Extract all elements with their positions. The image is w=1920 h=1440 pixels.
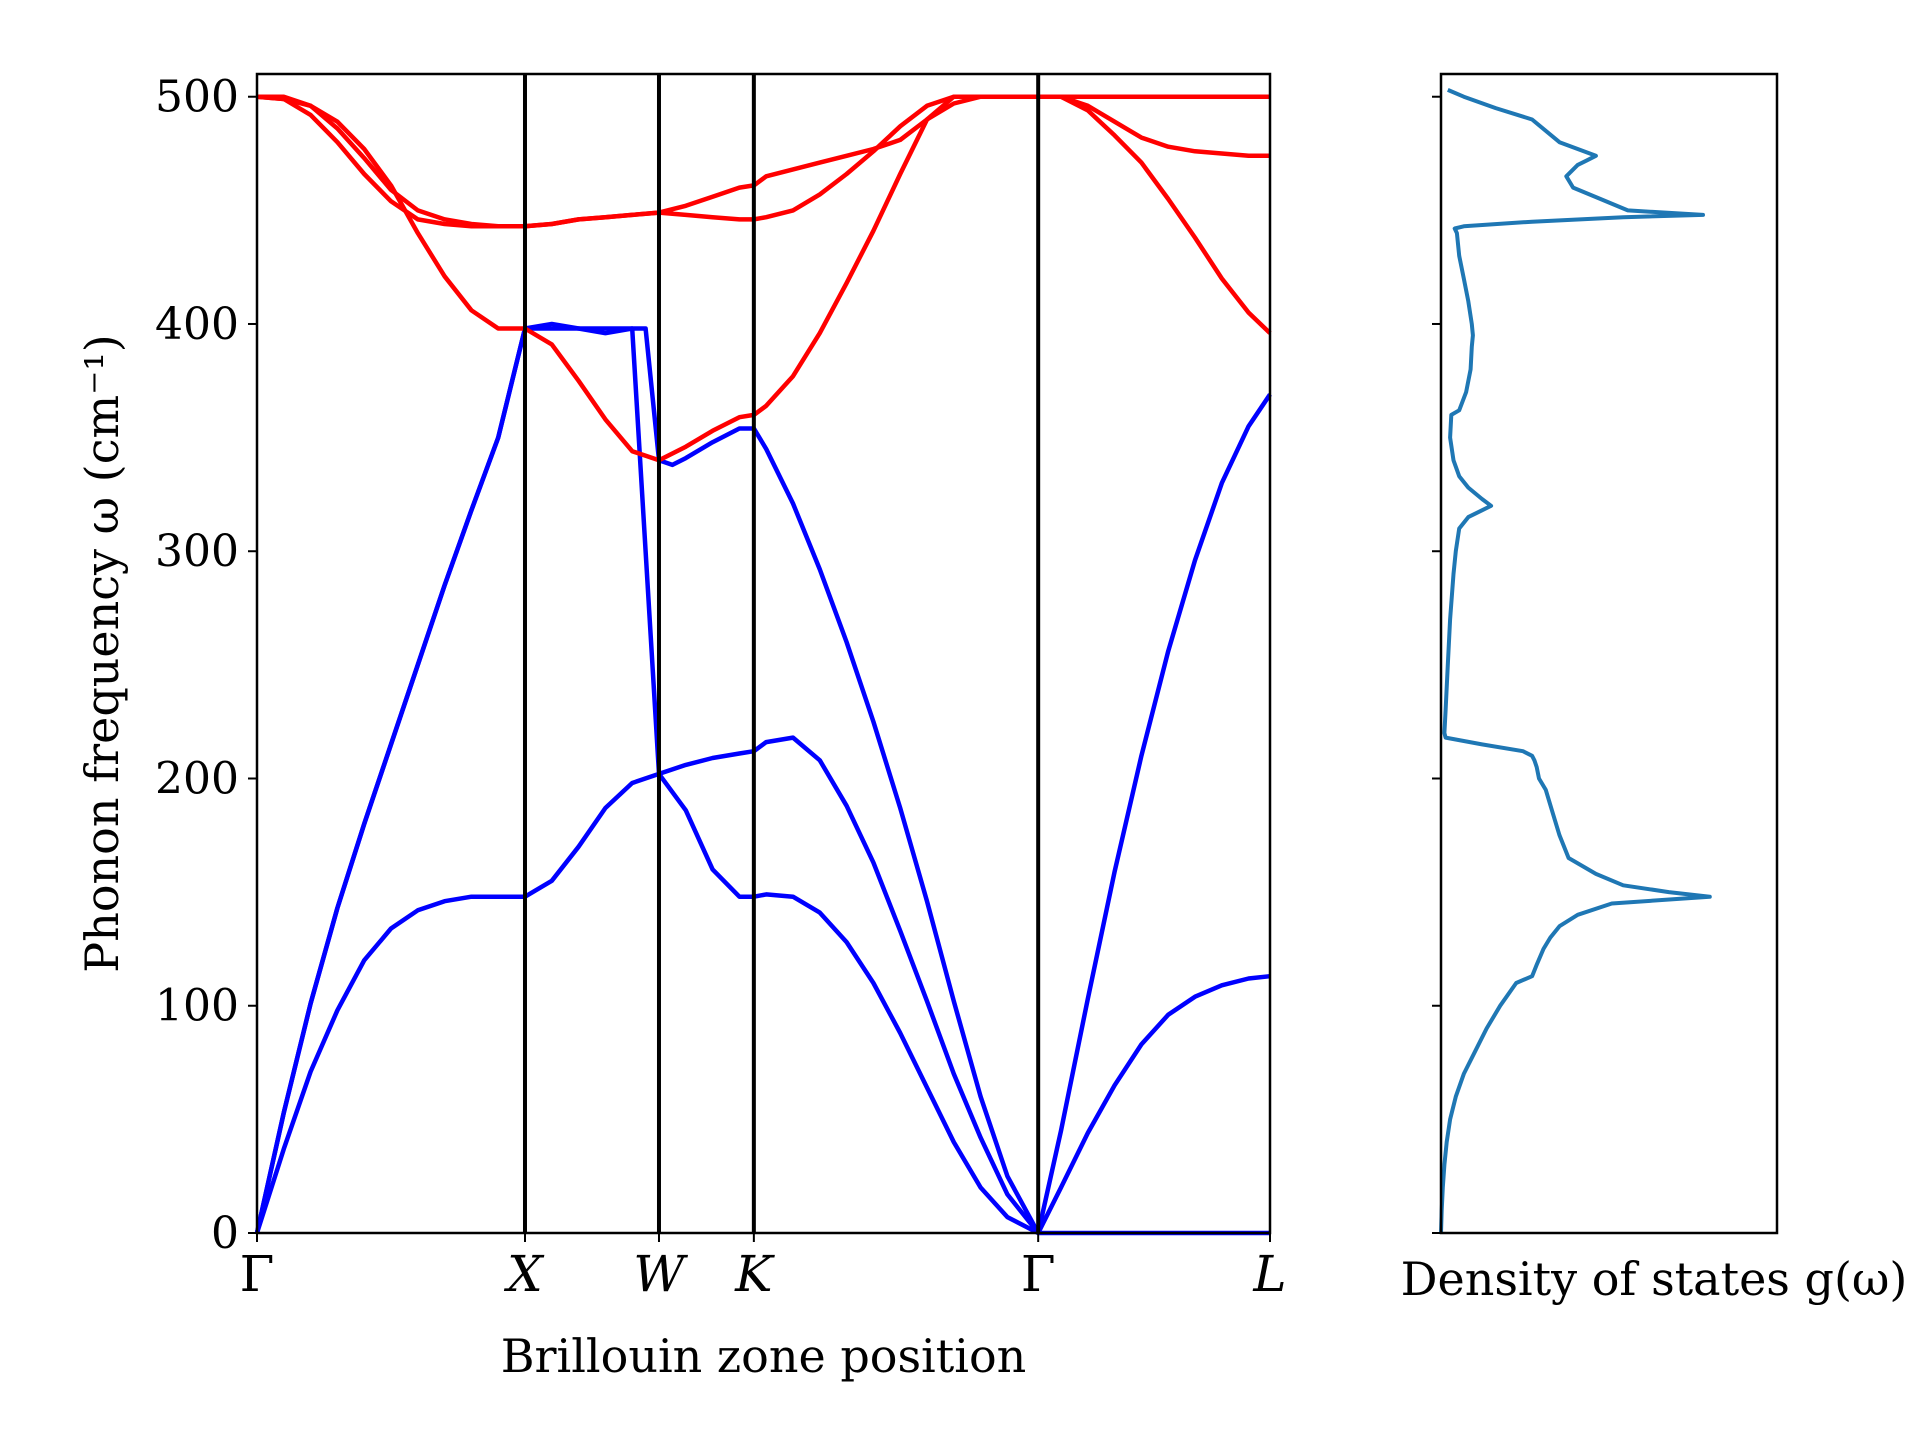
x-tick-label: K [734, 1245, 775, 1303]
dos-plot-frame [1439, 72, 1779, 1235]
dos-x-axis-label: Density of states g(ω) [1401, 1252, 1908, 1306]
dos-y-ticks [1432, 95, 1441, 1234]
band-optical-4 [256, 94, 1272, 335]
x-tick-label: Γ [240, 1245, 275, 1303]
y-tick-label: 100 [155, 981, 239, 1032]
band-curves [254, 94, 1272, 1236]
x-tick-label: L [1252, 1245, 1286, 1303]
x-tick-label: W [633, 1245, 688, 1303]
x-tick-label: Γ [1021, 1245, 1056, 1303]
band-y-axis-label: Phonon frequency ω (cm⁻¹) [75, 334, 129, 973]
dos-curve [1439, 88, 1712, 1234]
y-tick-label: 0 [211, 1208, 239, 1259]
y-tick-label: 400 [155, 299, 239, 350]
x-tick-label: X [503, 1245, 545, 1303]
band-optical-6 [256, 94, 1270, 463]
band-optical-5 [257, 94, 1270, 229]
band-plot-frame [255, 72, 1272, 1235]
band-acoustic-3 [254, 326, 1272, 1236]
band-x-axis-label: Brillouin zone position [501, 1329, 1027, 1383]
band-y-ticks: 0 100 200 300 400 500 [155, 72, 257, 1259]
band-acoustic-1 [254, 771, 1271, 1236]
y-tick-label: 300 [155, 526, 239, 577]
high-symmetry-dividers [522, 74, 1041, 1233]
density-of-states-plot: Density of states g(ω) [1401, 72, 1908, 1306]
y-tick-label: 500 [155, 72, 239, 123]
band-acoustic-2 [254, 321, 1270, 1236]
y-tick-label: 200 [155, 753, 239, 804]
